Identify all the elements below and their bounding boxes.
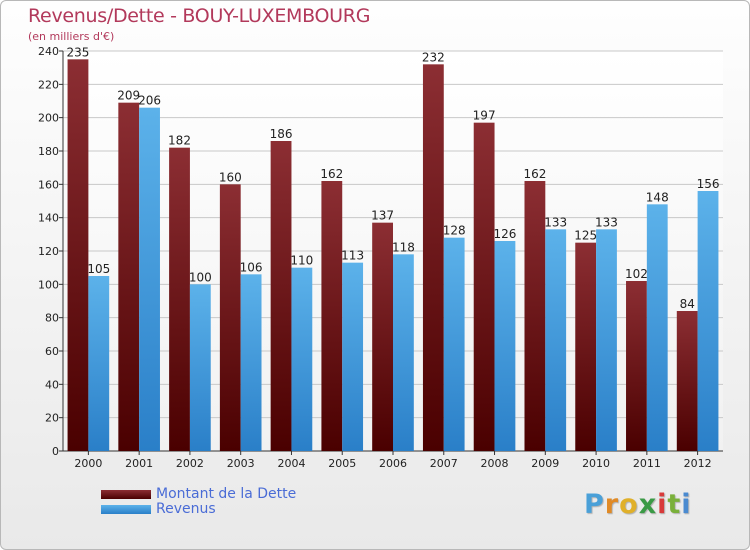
bar-dette — [473, 122, 495, 452]
bar-dette — [169, 147, 190, 451]
x-tick-label: 2005 — [328, 457, 356, 470]
bar-dette — [524, 181, 546, 451]
value-label: 232 — [422, 50, 445, 64]
value-label: 133 — [544, 215, 567, 229]
value-label: 113 — [341, 249, 364, 263]
value-label: 105 — [87, 262, 110, 276]
chart-subtitle: (en milliers d'€) — [28, 30, 115, 43]
y-tick-label: 80 — [45, 312, 59, 325]
chart-title: Revenus/Dette - BOUY-LUXEMBOURG — [28, 5, 371, 27]
x-tick-label: 2010 — [582, 457, 610, 470]
value-label: 162 — [523, 167, 546, 181]
bar-dette — [118, 102, 140, 452]
value-label: 206 — [138, 94, 161, 108]
bar-dette — [626, 281, 647, 451]
bar-dette — [67, 59, 89, 451]
bar-dette — [372, 222, 393, 451]
axes: 0 20 40 60 80 100 120 140 160 180 200 220 240 2000 200… — [38, 45, 723, 470]
y-tick-label: 240 — [38, 45, 59, 58]
bar-revenus — [189, 284, 211, 451]
value-label: 106 — [240, 260, 263, 274]
value-label: 156 — [697, 177, 720, 191]
bar-revenus — [342, 262, 364, 451]
logo-letter: t — [667, 489, 682, 520]
x-tick-label: 2004 — [277, 457, 305, 470]
value-label: 235 — [67, 45, 90, 59]
bar-revenus — [139, 107, 160, 452]
y-tick-label: 40 — [45, 378, 59, 391]
logo-letter: i — [681, 489, 692, 520]
value-label: 125 — [574, 229, 597, 243]
logo-letter: o — [619, 489, 639, 520]
x-tick-label: 2000 — [74, 457, 102, 470]
x-tick-label: 2008 — [481, 457, 509, 470]
value-label: 126 — [493, 227, 516, 241]
x-tick-label: 2002 — [176, 457, 204, 470]
y-tick-label: 120 — [38, 245, 59, 258]
value-label: 102 — [625, 267, 648, 281]
bar-revenus — [291, 267, 313, 451]
value-label: 137 — [371, 209, 394, 223]
legend-label-dette: Montant de la Dette — [156, 486, 297, 502]
bar-revenus — [443, 237, 465, 451]
y-tick-label: 60 — [45, 345, 59, 358]
x-tick-label: 2006 — [379, 457, 407, 470]
x-tick-label: 2007 — [430, 457, 458, 470]
bar-revenus — [393, 254, 414, 451]
y-tick-label: 0 — [52, 445, 59, 458]
value-label: 100 — [189, 270, 212, 284]
y-tick-label: 100 — [38, 278, 59, 291]
value-label: 209 — [117, 89, 140, 103]
bar-revenus — [545, 229, 567, 451]
y-tick-label: 200 — [38, 112, 59, 125]
bar-dette — [321, 181, 343, 451]
y-tick-label: 20 — [45, 412, 59, 425]
logo-letter: x — [638, 489, 658, 520]
bar-revenus — [596, 229, 617, 451]
logo-letter: r — [604, 489, 620, 520]
value-label: 182 — [168, 134, 191, 148]
y-tick-label: 180 — [38, 145, 59, 158]
value-label: 186 — [270, 127, 293, 141]
value-label: 148 — [646, 190, 669, 204]
y-tick-label: 140 — [38, 212, 59, 225]
proxiti-logo: Proxiti — [584, 489, 692, 520]
legend-label-revenus: Revenus — [156, 501, 216, 517]
y-tick-label: 220 — [38, 78, 59, 91]
legend-swatch-dette — [101, 490, 151, 499]
value-label: 118 — [392, 240, 415, 254]
bar-revenus — [88, 276, 110, 451]
logo-letter: P — [584, 489, 605, 520]
value-label: 160 — [219, 170, 242, 184]
logo-letter: i — [657, 489, 668, 520]
bar-dette — [676, 311, 698, 451]
x-tick-label: 2003 — [227, 457, 255, 470]
value-label: 197 — [473, 109, 496, 123]
x-tick-label: 2001 — [125, 457, 153, 470]
value-label: 133 — [595, 215, 618, 229]
x-tick-label: 2009 — [531, 457, 559, 470]
legend-swatch-revenus — [101, 505, 151, 514]
bar-dette — [575, 242, 597, 451]
value-label: 162 — [320, 167, 343, 181]
bar-dette — [422, 64, 444, 452]
x-tick-label: 2011 — [633, 457, 661, 470]
value-label: 110 — [290, 254, 313, 268]
bar-revenus — [240, 274, 262, 451]
x-tick-label: 2012 — [684, 457, 712, 470]
bar-dette — [219, 184, 241, 452]
bar-dette — [270, 141, 292, 451]
y-tick-label: 160 — [38, 178, 59, 191]
bars — [67, 59, 719, 452]
bar-revenus — [494, 241, 516, 451]
value-label: 128 — [443, 224, 466, 238]
bar-revenus — [697, 191, 719, 451]
value-label: 84 — [680, 297, 695, 311]
bar-revenus — [646, 204, 668, 451]
